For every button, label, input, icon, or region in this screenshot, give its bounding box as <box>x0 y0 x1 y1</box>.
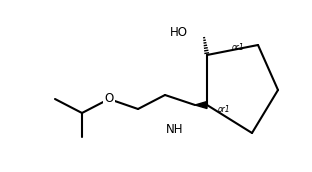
Text: O: O <box>105 93 114 105</box>
Text: HO: HO <box>170 25 188 39</box>
Polygon shape <box>195 101 207 109</box>
Text: NH: NH <box>166 123 184 136</box>
Text: or1: or1 <box>232 44 245 52</box>
Text: or1: or1 <box>218 105 231 115</box>
